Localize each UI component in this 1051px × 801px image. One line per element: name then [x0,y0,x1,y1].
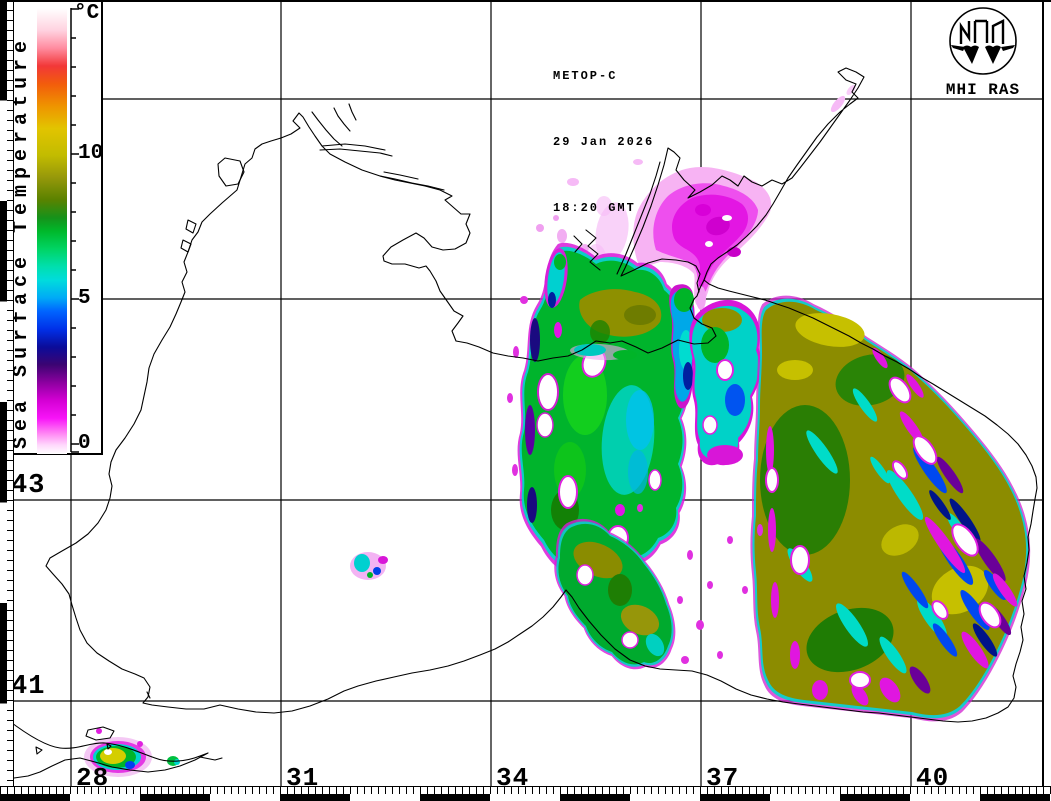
colorbar-gradient [37,8,67,454]
sst-small-spot [350,552,388,580]
sst-kerch-blob [689,299,762,466]
colorbar-tick-0: 0 [78,432,91,455]
frame-left-minor-ticks [7,0,14,786]
sst-east-swath [750,295,1031,722]
frame-bottom-minor-ticks [0,786,1051,794]
colorbar-panel: °C 10 5 0 Sea Surface Temperature [0,0,103,455]
satellite-name: METOP-C [553,69,618,83]
sst-center-strip [669,284,696,409]
mhi-ras-logo: MHI RAS [941,4,1025,100]
frame-left-stripe-bar [0,0,7,786]
frame-top-line [0,0,1051,2]
acquisition-date: 29 Jan 2026 [553,135,655,149]
sst-specks [507,215,763,664]
header-block: METOP-C 29 Jan 2026 18:20 GMT [553,21,654,263]
frame-right-line [1042,0,1044,786]
colorbar-unit-label: °C [74,2,100,25]
mhi-ras-logo-icon [949,7,1017,75]
colorbar-tick-10: 10 [78,142,104,165]
coastline [7,67,1038,779]
lat-label-43: 43 [11,471,46,501]
sst-azov-patch [557,85,856,310]
lat-label-41: 41 [11,672,46,702]
sst-field [84,85,1031,777]
colorbar-axis [70,8,79,453]
colorbar-tick-5: 5 [78,287,91,310]
logo-caption: MHI RAS [945,81,1021,99]
frame-bottom-stripe-bar [0,794,1051,801]
sst-west-swath [517,242,688,577]
sst-southwest-band [554,518,676,670]
acquisition-time: 18:20 GMT [553,201,636,215]
